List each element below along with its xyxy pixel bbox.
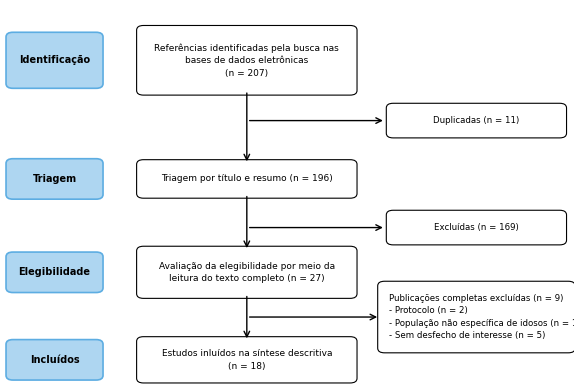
FancyBboxPatch shape bbox=[6, 159, 103, 199]
FancyBboxPatch shape bbox=[6, 252, 103, 293]
Text: Referências identificadas pela busca nas
bases de dados eletrônicas
(n = 207): Referências identificadas pela busca nas… bbox=[154, 43, 339, 77]
Text: Triagem: Triagem bbox=[33, 174, 76, 184]
FancyBboxPatch shape bbox=[378, 281, 574, 353]
Text: Duplicadas (n = 11): Duplicadas (n = 11) bbox=[433, 116, 519, 125]
Text: Estudos inluídos na síntese descritiva
(n = 18): Estudos inluídos na síntese descritiva (… bbox=[161, 349, 332, 371]
FancyBboxPatch shape bbox=[137, 246, 357, 298]
FancyBboxPatch shape bbox=[386, 103, 567, 138]
Text: Excluídas (n = 169): Excluídas (n = 169) bbox=[434, 223, 519, 232]
FancyBboxPatch shape bbox=[137, 337, 357, 383]
FancyBboxPatch shape bbox=[137, 26, 357, 95]
FancyBboxPatch shape bbox=[386, 210, 567, 245]
FancyBboxPatch shape bbox=[137, 159, 357, 198]
Text: Elegibilidade: Elegibilidade bbox=[18, 267, 91, 277]
Text: Publicações completas excluídas (n = 9)
- Protocolo (n = 2)
- População não espe: Publicações completas excluídas (n = 9) … bbox=[389, 294, 574, 340]
Text: Avaliação da elegibilidade por meio da
leitura do texto completo (n = 27): Avaliação da elegibilidade por meio da l… bbox=[159, 261, 335, 283]
Text: Identificação: Identificação bbox=[19, 55, 90, 65]
Text: Triagem por título e resumo (n = 196): Triagem por título e resumo (n = 196) bbox=[161, 174, 333, 184]
FancyBboxPatch shape bbox=[6, 32, 103, 88]
Text: Incluídos: Incluídos bbox=[30, 355, 79, 365]
FancyBboxPatch shape bbox=[6, 340, 103, 380]
